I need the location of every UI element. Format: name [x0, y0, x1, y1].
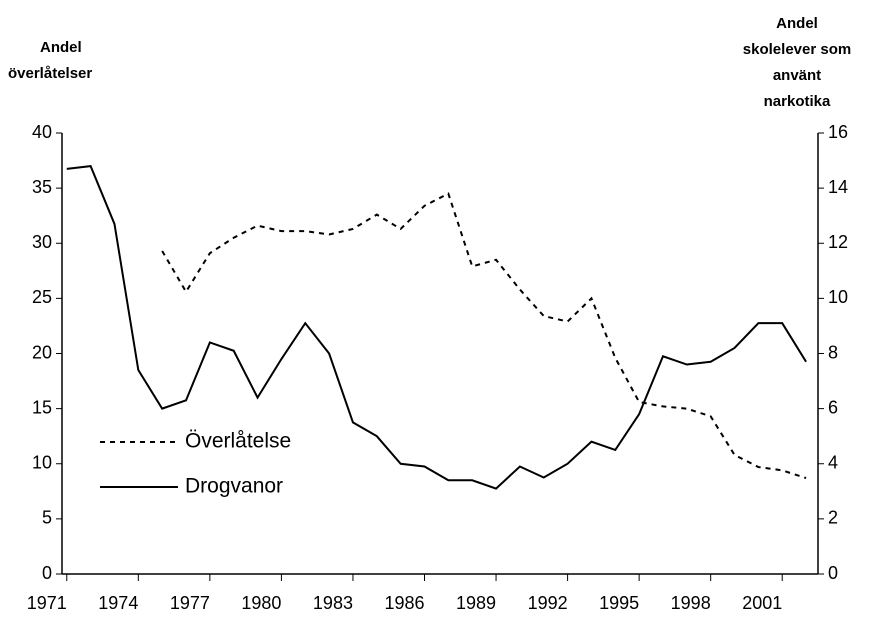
y-axis-title: Andel	[40, 39, 82, 56]
x-tick-label: 1989	[456, 593, 496, 613]
x-tick-label: 1992	[528, 593, 568, 613]
y2-tick-label: 12	[828, 232, 848, 252]
y2-tick-label: 16	[828, 122, 848, 142]
y-tick-label: 25	[32, 287, 52, 307]
x-tick-label: 2001	[742, 593, 782, 613]
y2-axis-title: narkotika	[764, 93, 831, 110]
series-line	[66, 164, 807, 490]
y2-tick-label: 2	[828, 508, 838, 528]
series-line	[161, 192, 807, 480]
y-tick-label: 40	[32, 122, 52, 142]
y2-axis-title: använt	[773, 67, 821, 84]
y-tick-label: 30	[32, 232, 52, 252]
y2-tick-label: 6	[828, 397, 838, 417]
x-tick-label: 1983	[313, 593, 353, 613]
y2-tick-label: 4	[828, 453, 838, 473]
y-tick-label: 20	[32, 342, 52, 362]
y2-tick-label: 14	[828, 177, 848, 197]
y-tick-label: 5	[42, 508, 52, 528]
y2-tick-label: 10	[828, 287, 848, 307]
x-tick-label: 1998	[671, 593, 711, 613]
x-tick-label: 1971	[27, 593, 67, 613]
y2-tick-label: 8	[828, 342, 838, 362]
y2-tick-label: 0	[828, 563, 838, 583]
x-tick-label: 1977	[170, 593, 210, 613]
x-tick-label: 1974	[98, 593, 138, 613]
y-tick-label: 0	[42, 563, 52, 583]
legend-label: Överlåtelse	[185, 430, 291, 453]
x-tick-label: 1986	[384, 593, 424, 613]
x-tick-label: 1995	[599, 593, 639, 613]
x-tick-label: 1980	[241, 593, 281, 613]
y-tick-label: 35	[32, 177, 52, 197]
y-tick-label: 10	[32, 453, 52, 473]
y-axis-title: överlåtelser	[8, 65, 92, 82]
y-tick-label: 15	[32, 397, 52, 417]
y2-axis-title: Andel	[776, 15, 818, 32]
legend-label: Drogvanor	[185, 475, 283, 498]
y2-axis-title: skolelever som	[743, 41, 851, 58]
